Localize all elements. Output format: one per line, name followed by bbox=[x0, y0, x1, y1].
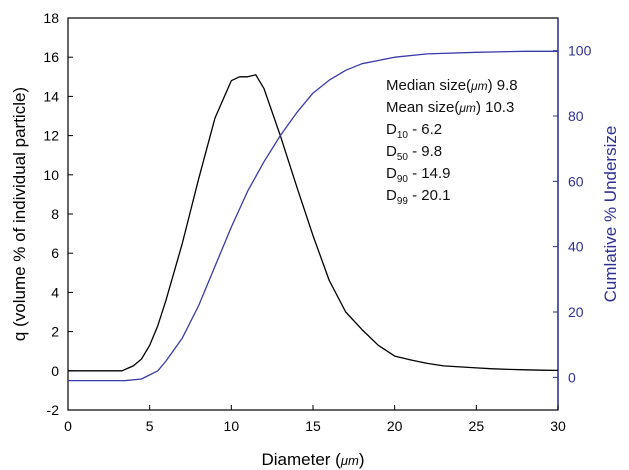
x-axis: 0 5 10 15 20 25 30 bbox=[64, 405, 566, 434]
annotation-3: D50 - 9.8 bbox=[386, 143, 442, 163]
y-axis-right-title: Cumlative % Undersize bbox=[601, 126, 620, 303]
y-left-tick-label-9: 16 bbox=[43, 49, 59, 65]
y-right-tick-label-2: 40 bbox=[568, 239, 584, 255]
annotation-4: D90 - 14.9 bbox=[386, 165, 451, 185]
y-left-tick-label-7: 12 bbox=[43, 128, 59, 144]
annotation-1: Mean size(μm) 10.3 bbox=[386, 99, 514, 116]
x-tick-label-1: 5 bbox=[146, 418, 154, 434]
y-left-tick-label-3: 4 bbox=[51, 284, 59, 300]
cumulative-undersize-line bbox=[68, 50, 558, 382]
annotation-2: D10 - 6.2 bbox=[386, 121, 442, 141]
x-tick-label-5: 25 bbox=[469, 418, 485, 434]
y-axis-right: 0 20 40 60 80 100 bbox=[553, 43, 592, 385]
x-tick-label-6: 30 bbox=[550, 418, 566, 434]
y-right-tick-label-1: 20 bbox=[568, 304, 584, 320]
series-group bbox=[68, 50, 559, 382]
annotation-0: Median size(μm) 9.8 bbox=[386, 77, 518, 94]
x-tick-label-2: 10 bbox=[224, 418, 240, 434]
y-axis-left-title: q (volume % of individual particle) bbox=[10, 87, 29, 341]
y-right-tick-label-0: 0 bbox=[568, 369, 576, 385]
y-left-tick-label-0: -2 bbox=[47, 402, 60, 418]
y-left-tick-label-6: 10 bbox=[43, 167, 59, 183]
y-right-tick-label-5: 100 bbox=[568, 43, 592, 59]
x-axis-unit: μm bbox=[340, 453, 359, 468]
plot-frame bbox=[67, 17, 559, 411]
y-right-tick-label-3: 60 bbox=[568, 173, 584, 189]
volume-percent-line bbox=[68, 74, 559, 372]
y-left-tick-label-10: 18 bbox=[43, 10, 59, 26]
y-left-tick-label-5: 8 bbox=[51, 206, 59, 222]
x-tick-label-4: 20 bbox=[387, 418, 403, 434]
x-tick-label-0: 0 bbox=[64, 418, 72, 434]
annotation-group: Median size(μm) 9.8 Mean size(μm) 10.3 D10… bbox=[386, 77, 518, 207]
y-axis-left: -2 0 2 4 6 8 10 12 14 16 18 bbox=[43, 10, 73, 418]
y-right-tick-label-4: 80 bbox=[568, 108, 584, 124]
x-axis-title: Diameter (μm) bbox=[262, 450, 365, 469]
y-left-tick-label-2: 2 bbox=[51, 324, 59, 340]
y-left-tick-label-1: 0 bbox=[51, 363, 59, 379]
y-left-tick-label-8: 14 bbox=[43, 88, 59, 104]
y-left-tick-label-4: 6 bbox=[51, 245, 59, 261]
annotation-5: D99 - 20.1 bbox=[386, 187, 451, 207]
x-tick-label-3: 15 bbox=[305, 418, 321, 434]
